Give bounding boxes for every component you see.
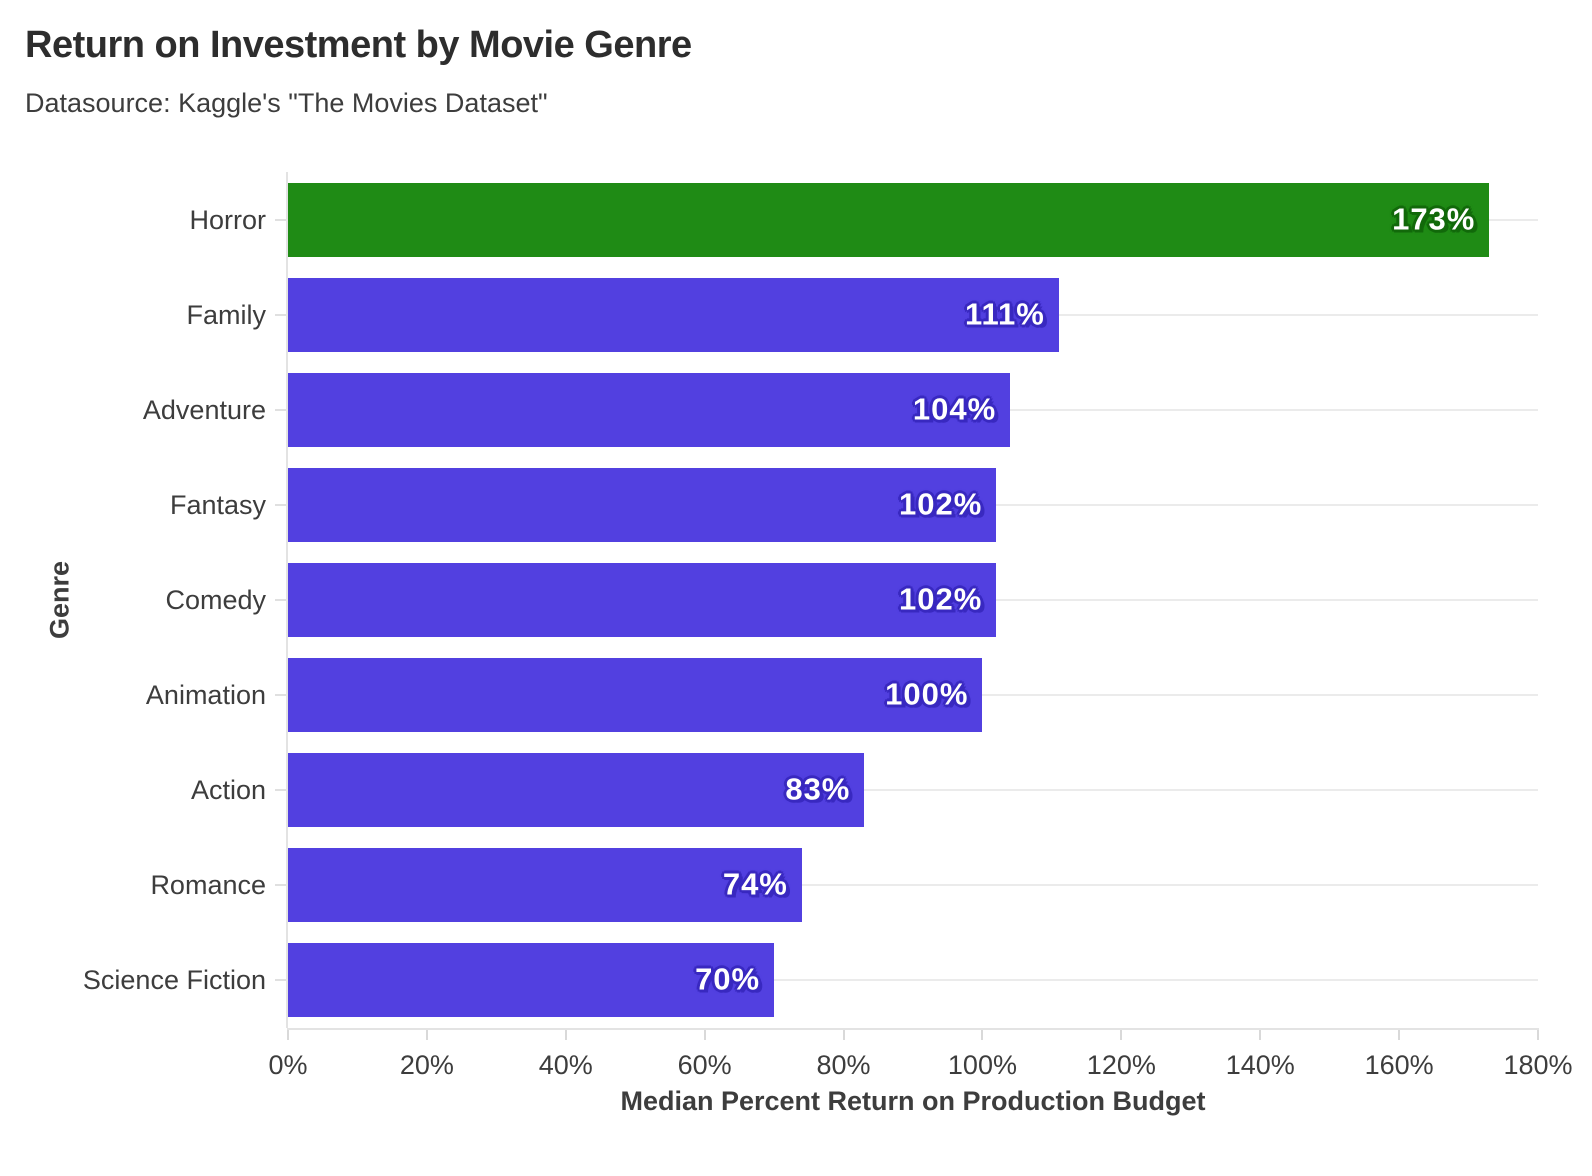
bar-adventure: 104% xyxy=(288,372,1011,447)
y-tick xyxy=(275,789,286,792)
bar-value-label: 104% xyxy=(912,391,997,427)
bar-fantasy: 102% xyxy=(288,467,997,542)
x-tick-label: 100% xyxy=(947,1050,1017,1080)
bar-romance: 74% xyxy=(288,848,802,923)
x-tick xyxy=(981,1030,984,1040)
y-tick xyxy=(275,218,286,221)
bar-value-label: 111% xyxy=(964,295,1045,331)
x-tick xyxy=(287,1030,289,1040)
x-tick-label: 120% xyxy=(1086,1050,1156,1080)
y-tick-label: Horror xyxy=(189,204,266,235)
x-tick xyxy=(425,1030,428,1040)
bar-horror: 173% xyxy=(288,182,1490,257)
gridline xyxy=(288,979,1538,982)
y-tick-label: Family xyxy=(186,299,267,330)
y-tick xyxy=(275,694,286,697)
bar-value-label: 74% xyxy=(722,866,788,902)
y-tick xyxy=(275,884,286,887)
x-tick xyxy=(842,1030,845,1040)
bar-science-fiction: 70% xyxy=(288,943,775,1018)
gridline xyxy=(288,884,1538,887)
x-tick xyxy=(1398,1030,1401,1040)
bar-value-label: 70% xyxy=(695,961,761,997)
bar-action: 83% xyxy=(288,753,865,828)
gridline xyxy=(288,789,1538,792)
x-tick-label: 40% xyxy=(538,1050,593,1080)
bar-value-label: 100% xyxy=(885,676,969,712)
bar-value-label: 102% xyxy=(899,486,983,522)
y-tick xyxy=(275,313,286,316)
x-tick-label: 140% xyxy=(1225,1050,1295,1080)
x-tick-label: 180% xyxy=(1503,1050,1573,1080)
y-tick xyxy=(275,503,286,506)
x-axis-line xyxy=(287,1028,1539,1030)
x-tick-label: 20% xyxy=(399,1050,454,1080)
bar-value-label: 102% xyxy=(899,581,983,617)
x-tick xyxy=(1120,1030,1123,1040)
y-tick-label: Comedy xyxy=(165,585,266,615)
y-tick xyxy=(275,408,286,411)
x-tick xyxy=(564,1030,567,1040)
y-tick-label: Fantasy xyxy=(169,489,266,520)
x-axis-title: Median Percent Return on Production Budg… xyxy=(620,1086,1206,1116)
x-tick-label: 160% xyxy=(1364,1050,1434,1080)
chart-title: Return on Investment by Movie Genre xyxy=(25,24,692,66)
bar-animation: 100% xyxy=(288,658,983,733)
bar-comedy: 102% xyxy=(288,563,997,637)
y-axis-line xyxy=(286,172,288,1028)
y-tick-label: Romance xyxy=(150,870,266,901)
x-tick xyxy=(1537,1030,1539,1040)
plot-area: 173% 111% 104% 102% 102% 100% 83% 74% 70% xyxy=(288,172,1538,1028)
y-tick xyxy=(275,599,286,601)
y-tick-label: Adventure xyxy=(142,394,266,425)
y-tick-label: Animation xyxy=(145,680,266,711)
x-tick xyxy=(1259,1030,1262,1040)
y-tick-label: Science Fiction xyxy=(82,965,266,996)
bar-value-label: 173% xyxy=(1392,200,1476,236)
y-tick xyxy=(275,979,286,982)
bar-family: 111% xyxy=(288,277,1059,352)
x-tick xyxy=(703,1030,706,1040)
chart-subtitle: Datasource: Kaggle's "The Movies Dataset… xyxy=(25,88,548,118)
x-tick-label: 80% xyxy=(816,1050,871,1080)
x-tick-label: 60% xyxy=(677,1050,732,1080)
bar-value-label: 83% xyxy=(785,771,851,807)
x-tick-label: 0% xyxy=(268,1050,308,1080)
y-tick-label: Action xyxy=(190,775,266,806)
